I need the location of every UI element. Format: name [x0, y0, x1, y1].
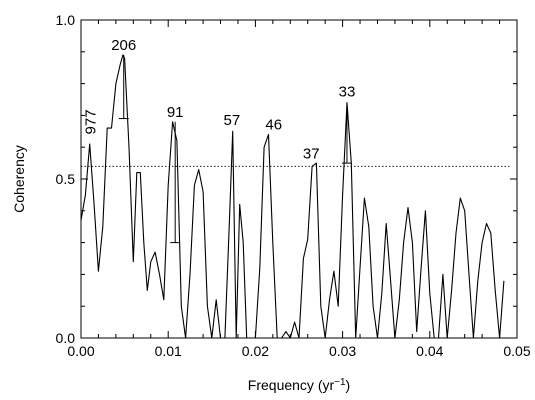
x-tick-label: 0.00: [67, 343, 94, 359]
x-tick-label: 0.03: [329, 343, 356, 359]
peak-label: 206: [111, 37, 136, 54]
x-axis-title: Frequency (yr−1): [248, 377, 350, 393]
y-axis-title: Coherency: [11, 145, 27, 213]
y-tick-label: 0.0: [56, 330, 76, 346]
peak-label: 37: [303, 145, 320, 162]
error-bars: [118, 54, 352, 244]
x-tick-label: 0.05: [503, 343, 530, 359]
coherency-series-line: [80, 54, 505, 339]
x-tick-label: 0.02: [242, 343, 269, 359]
x-tick-label: 0.04: [416, 343, 443, 359]
x-tick-label: 0.01: [155, 343, 182, 359]
axis-ticks: [80, 19, 518, 339]
y-tick-label: 1.0: [56, 12, 76, 28]
peak-label: 977: [83, 109, 100, 134]
peak-label: 46: [265, 117, 282, 134]
axis-tick-labels: 0.00 0.01 0.02 0.03 0.04 0.05 0.0 0.5 1.0: [56, 12, 531, 359]
peak-label: 57: [224, 112, 241, 129]
y-tick-label: 0.5: [56, 171, 76, 187]
peak-label: 33: [339, 83, 356, 100]
peak-labels: 977 206 91 57 46 37 33: [83, 37, 356, 162]
peak-label: 91: [167, 104, 184, 121]
